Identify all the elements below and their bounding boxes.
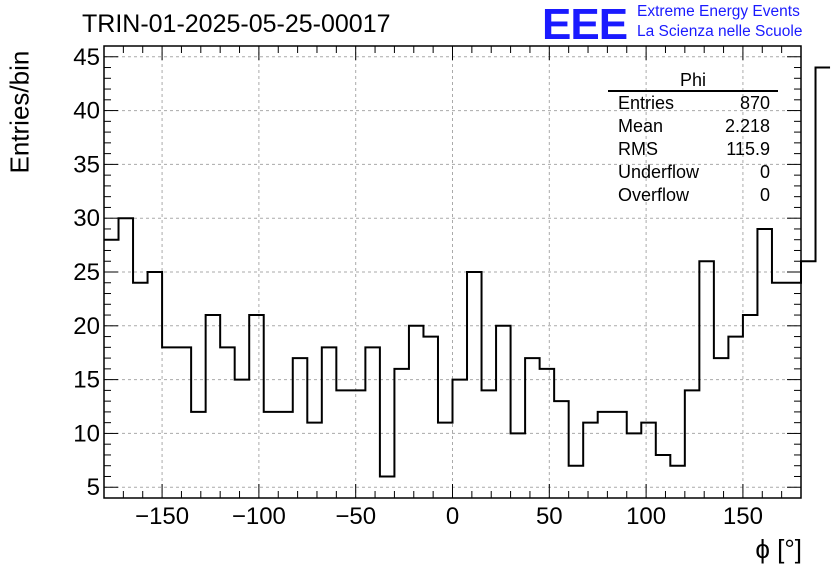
histogram-bin — [206, 315, 221, 498]
histogram-bin — [293, 358, 308, 498]
histogram-bin — [409, 326, 424, 498]
stats-label: Overflow — [618, 185, 690, 205]
stats-label: Mean — [618, 116, 664, 136]
stats-value: 115.9 — [726, 139, 770, 159]
stats-label: Entries — [618, 93, 675, 113]
histogram-bin — [772, 283, 787, 498]
histogram-bin — [148, 272, 163, 498]
histogram-bin — [670, 466, 685, 498]
logo-caption: Extreme Energy Events La Scienza nelle S… — [637, 2, 802, 42]
eee-logo: EEE — [542, 0, 628, 49]
y-tick-label: 10 — [73, 420, 100, 447]
histogram-bin — [336, 390, 351, 498]
histogram-bin — [656, 455, 671, 498]
y-axis-label: Entries/bin — [4, 50, 35, 174]
histogram-bin — [641, 423, 656, 498]
histogram-bin — [598, 412, 613, 498]
x-tick-label: −150 — [135, 503, 189, 530]
stats-title: Phi — [608, 70, 778, 92]
stats-row-rms: RMS 115.9 — [608, 138, 778, 161]
y-tick-label: 25 — [73, 259, 100, 286]
histogram-bin — [119, 218, 134, 498]
y-tick-label: 35 — [73, 151, 100, 178]
histogram-bin — [801, 261, 816, 498]
histogram-bin — [554, 401, 569, 498]
histogram-bin — [728, 337, 743, 498]
histogram-bin — [467, 272, 482, 498]
histogram-bin — [133, 283, 148, 498]
x-tick-label: 150 — [723, 503, 763, 530]
histogram-bin — [816, 68, 831, 498]
y-tick-label: 45 — [73, 44, 100, 71]
y-tick-label: 20 — [73, 313, 100, 340]
histogram-bin — [569, 466, 584, 498]
stats-value: 870 — [739, 93, 770, 113]
x-tick-label: −100 — [232, 503, 286, 530]
histogram-bin — [453, 380, 468, 498]
x-axis-label: ϕ [°] — [755, 534, 802, 564]
histogram-bin — [743, 315, 758, 498]
histogram-bin — [482, 390, 497, 498]
histogram-bin — [307, 423, 322, 498]
stats-row-mean: Mean 2.218 — [608, 115, 778, 138]
histogram-bin — [685, 390, 700, 498]
histogram-bin — [351, 390, 366, 498]
histogram-bin — [583, 423, 598, 498]
stats-label: RMS — [618, 139, 658, 159]
y-tick-label: 5 — [87, 474, 100, 501]
histogram-bin — [627, 433, 642, 498]
histogram-bin — [220, 347, 235, 498]
stats-row-entries: Entries 870 — [608, 92, 778, 115]
stats-row-underflow: Underflow 0 — [608, 161, 778, 184]
y-tick-label: 30 — [73, 205, 100, 232]
stats-value: 0 — [759, 185, 770, 205]
stats-value: 0 — [759, 162, 770, 182]
histogram-bin — [365, 347, 380, 498]
histogram-bin — [714, 358, 729, 498]
histogram-bin — [496, 326, 511, 498]
stats-box: Phi Entries 870 Mean 2.218 RMS 115.9 Und… — [608, 70, 778, 207]
histogram-bin — [525, 358, 540, 498]
histogram-bin — [322, 347, 337, 498]
histogram-series-line — [104, 66, 831, 478]
histogram-bin — [612, 412, 627, 498]
histogram-bin — [177, 347, 192, 498]
histogram-bin — [278, 412, 293, 498]
histogram-bin — [423, 337, 438, 498]
y-tick-label: 40 — [73, 98, 100, 125]
x-tick-label: 50 — [536, 503, 563, 530]
histogram-bin — [191, 412, 206, 498]
histogram-bin — [757, 229, 772, 498]
stats-value: 2.218 — [724, 116, 770, 136]
histogram-bin — [540, 369, 555, 498]
logo-caption-line2: La Scienza nelle Scuole — [637, 23, 803, 40]
logo-caption-line1: Extreme Energy Events — [637, 3, 800, 20]
x-tick-label: −50 — [335, 503, 376, 530]
y-tick-label: 15 — [73, 367, 100, 394]
histogram-bin — [249, 315, 264, 498]
stats-row-overflow: Overflow 0 — [608, 184, 778, 207]
run-title: TRIN-01-2025-05-25-00017 — [82, 10, 391, 38]
histogram-bin — [511, 433, 526, 498]
histogram-bin — [264, 412, 279, 498]
stats-label: Underflow — [618, 162, 700, 182]
histogram-bin — [162, 347, 177, 498]
histogram-bin — [438, 423, 453, 498]
x-tick-label: 100 — [626, 503, 666, 530]
x-tick-label: 0 — [446, 503, 459, 530]
histogram-bin — [235, 380, 250, 498]
